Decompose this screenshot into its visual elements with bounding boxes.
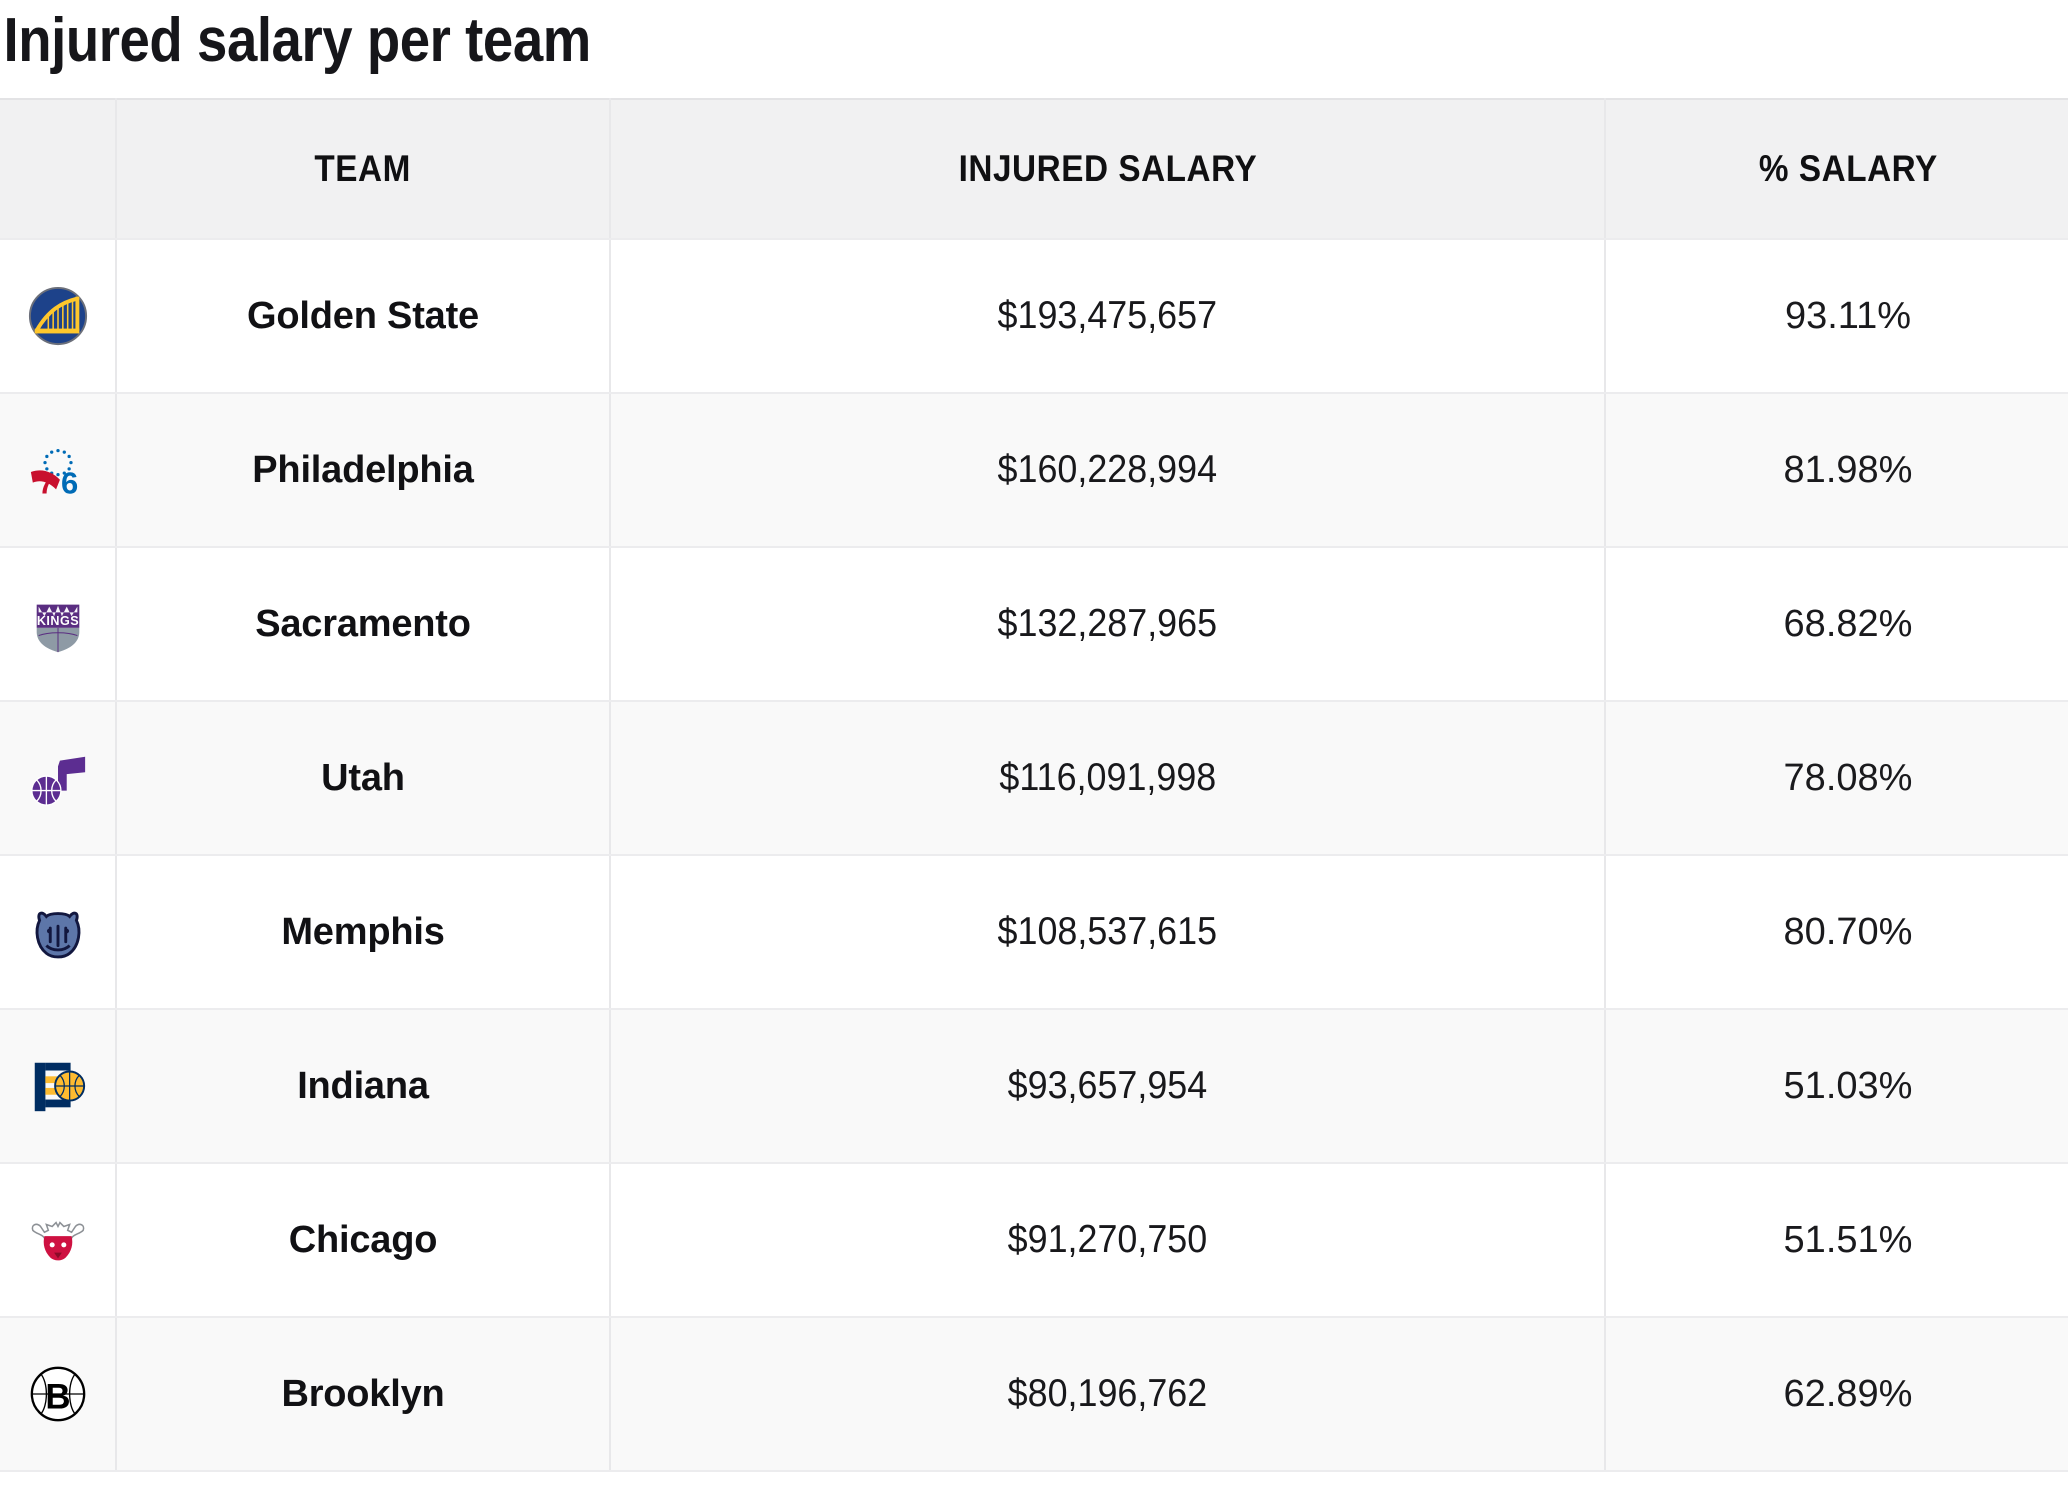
team-name: Golden State: [116, 239, 611, 394]
svg-text:7: 7: [38, 468, 54, 500]
injured-salary-value: $91,270,750: [610, 1163, 1606, 1318]
table-row[interactable]: KINGS Sacramento $132,287,965 68.82%: [0, 547, 2068, 702]
table-body: Golden State $193,475,657 93.11%: [0, 239, 2068, 1472]
sacramento-kings-logo: KINGS: [27, 593, 89, 655]
table-row[interactable]: Utah $116,091,998 78.08%: [0, 701, 2068, 856]
percent-salary-value: 80.70%: [1605, 855, 2068, 1010]
table-row[interactable]: Indiana $93,657,954 51.03%: [0, 1009, 2068, 1164]
utah-jazz-logo: [27, 747, 89, 809]
team-name: Indiana: [116, 1009, 611, 1164]
table-row[interactable]: Golden State $193,475,657 93.11%: [0, 239, 2068, 394]
column-header-logo[interactable]: [0, 99, 117, 240]
injured-salary-value: $116,091,998: [610, 701, 1606, 856]
svg-text:6: 6: [60, 465, 77, 500]
table-header-row: TEAM INJURED SALARY % SALARY: [0, 99, 2068, 240]
table-row[interactable]: Chicago $91,270,750 51.51%: [0, 1163, 2068, 1318]
chicago-bulls-logo: [27, 1209, 89, 1271]
team-logo-cell: [0, 239, 117, 394]
team-logo-cell: [0, 1009, 117, 1164]
team-logo-cell: [0, 701, 117, 856]
percent-salary-value: 78.08%: [1605, 701, 2068, 856]
injured-salary-value: $193,475,657: [610, 239, 1606, 394]
injured-salary-table: TEAM INJURED SALARY % SALARY: [0, 98, 2068, 1472]
team-name: Memphis: [116, 855, 611, 1010]
table-row[interactable]: Memphis $108,537,615 80.70%: [0, 855, 2068, 1010]
team-logo-cell: [0, 855, 117, 1010]
team-name: Utah: [116, 701, 611, 856]
team-name: Chicago: [116, 1163, 611, 1318]
percent-salary-value: 68.82%: [1605, 547, 2068, 702]
table-header: TEAM INJURED SALARY % SALARY: [0, 99, 2068, 240]
column-header-injured-salary[interactable]: INJURED SALARY: [610, 99, 1606, 240]
percent-salary-value: 51.51%: [1605, 1163, 2068, 1318]
team-name: Sacramento: [116, 547, 611, 702]
svg-text:B: B: [45, 1378, 70, 1417]
philadelphia-76ers-logo: 7 6: [27, 439, 89, 501]
golden-state-warriors-logo: [27, 285, 89, 347]
team-name: Brooklyn: [116, 1317, 611, 1472]
column-header-percent-salary[interactable]: % SALARY: [1605, 99, 2068, 240]
team-logo-cell: [0, 1163, 117, 1318]
team-name: Philadelphia: [116, 393, 611, 548]
percent-salary-value: 93.11%: [1605, 239, 2068, 394]
page-title: Injured salary per team: [3, 6, 592, 75]
percent-salary-value: 51.03%: [1605, 1009, 2068, 1164]
column-header-injured-salary-label: INJURED SALARY: [958, 148, 1257, 189]
injured-salary-value: $80,196,762: [610, 1317, 1606, 1472]
indiana-pacers-logo: [27, 1055, 89, 1117]
table-row[interactable]: 7 6 Philadelphia $160,228,994 81.98%: [0, 393, 2068, 548]
injured-salary-value: $160,228,994: [610, 393, 1606, 548]
injured-salary-value: $132,287,965: [610, 547, 1606, 702]
column-header-team[interactable]: TEAM: [116, 99, 611, 240]
svg-text:KINGS: KINGS: [36, 614, 78, 628]
injured-salary-value: $93,657,954: [610, 1009, 1606, 1164]
team-logo-cell: 7 6: [0, 393, 117, 548]
team-logo-cell: B: [0, 1317, 117, 1472]
injured-salary-value: $108,537,615: [610, 855, 1606, 1010]
percent-salary-value: 81.98%: [1605, 393, 2068, 548]
column-header-team-label: TEAM: [314, 148, 412, 189]
table-row[interactable]: B Brooklyn $80,196,762 62.89%: [0, 1317, 2068, 1472]
memphis-grizzlies-logo: [27, 901, 89, 963]
percent-salary-value: 62.89%: [1605, 1317, 2068, 1472]
brooklyn-nets-logo: B: [27, 1363, 89, 1425]
team-logo-cell: KINGS: [0, 547, 117, 702]
column-header-percent-salary-label: % SALARY: [1758, 148, 1938, 189]
